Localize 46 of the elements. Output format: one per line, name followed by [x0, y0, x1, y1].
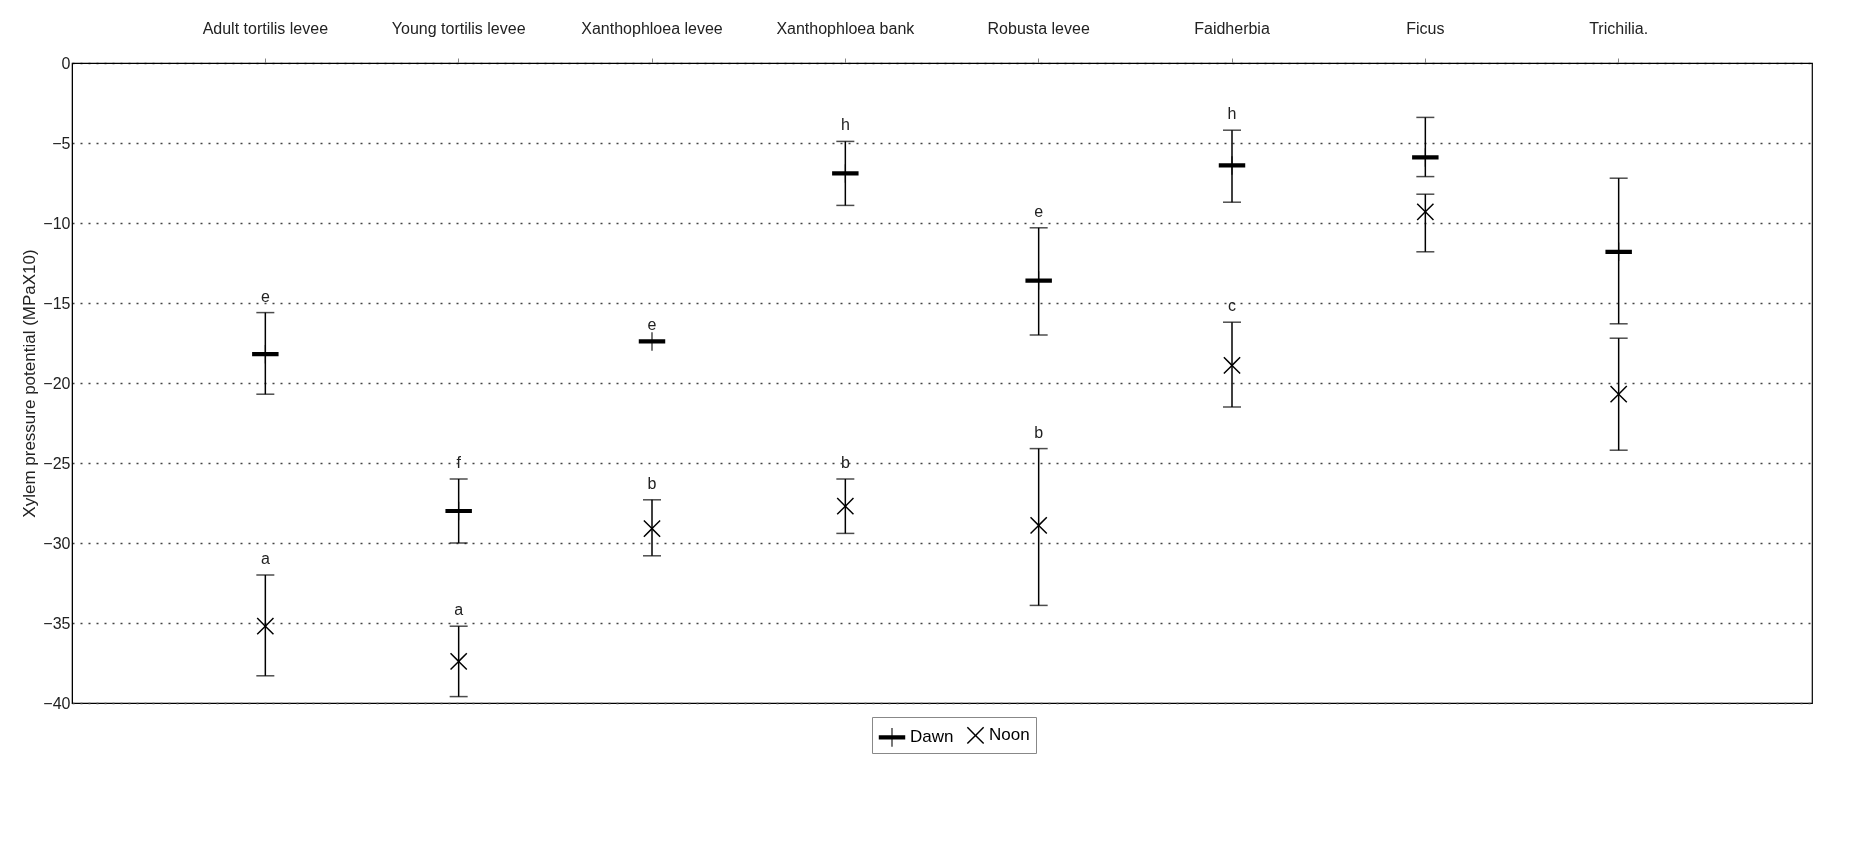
annotation: b — [1034, 423, 1044, 441]
x-tick-label: Robusta levee — [987, 19, 1090, 37]
annotation: h — [840, 116, 850, 134]
annotation: c — [1228, 297, 1236, 315]
x-tick-label: Faidherbia — [1194, 19, 1270, 37]
y-tick-label: −5 — [52, 134, 71, 152]
y-tick-label: −15 — [43, 294, 71, 312]
y-tick-label: −25 — [43, 454, 71, 472]
x-tick-label: Xanthophloea levee — [581, 19, 723, 37]
annotation: e — [647, 316, 657, 334]
point — [1412, 148, 1439, 167]
y-tick-label: −35 — [43, 614, 71, 632]
y-tick-label: −30 — [43, 534, 71, 552]
x-tick-label: Ficus — [1406, 19, 1445, 37]
y-tick-label: −10 — [43, 214, 71, 232]
x-tick-label: Young tortilis levee — [391, 19, 526, 37]
point — [1610, 385, 1628, 403]
point — [252, 344, 279, 364]
point — [836, 497, 854, 515]
point — [1605, 242, 1632, 262]
point — [1025, 271, 1052, 290]
point — [1416, 203, 1434, 221]
y-axis-title: Xylem pressure potential (MPaX10) — [20, 249, 40, 518]
legend-label: Dawn — [910, 727, 954, 747]
legend-label: Noon — [989, 725, 1030, 745]
annotation: b — [840, 454, 850, 471]
point — [643, 519, 661, 538]
annotation: e — [1034, 202, 1044, 220]
point — [1223, 356, 1241, 375]
point — [450, 652, 468, 671]
point — [445, 501, 472, 521]
annotation: f — [456, 454, 462, 471]
y-tick-label: −40 — [43, 694, 71, 712]
x-tick-label: Trichilia. — [1589, 19, 1649, 37]
point — [256, 617, 274, 635]
annotation: e — [260, 287, 270, 305]
x-tick-label: Adult tortilis levee — [202, 19, 329, 37]
y-tick-label: −20 — [43, 374, 71, 392]
annotation: b — [647, 474, 657, 492]
annotation: a — [260, 550, 270, 567]
y-tick-label: 0 — [61, 54, 71, 72]
point — [832, 164, 859, 183]
annotation: h — [1227, 105, 1237, 123]
annotation: a — [454, 601, 464, 619]
x-tick-label: Xanthophloea bank — [776, 19, 916, 37]
point — [1030, 516, 1048, 535]
